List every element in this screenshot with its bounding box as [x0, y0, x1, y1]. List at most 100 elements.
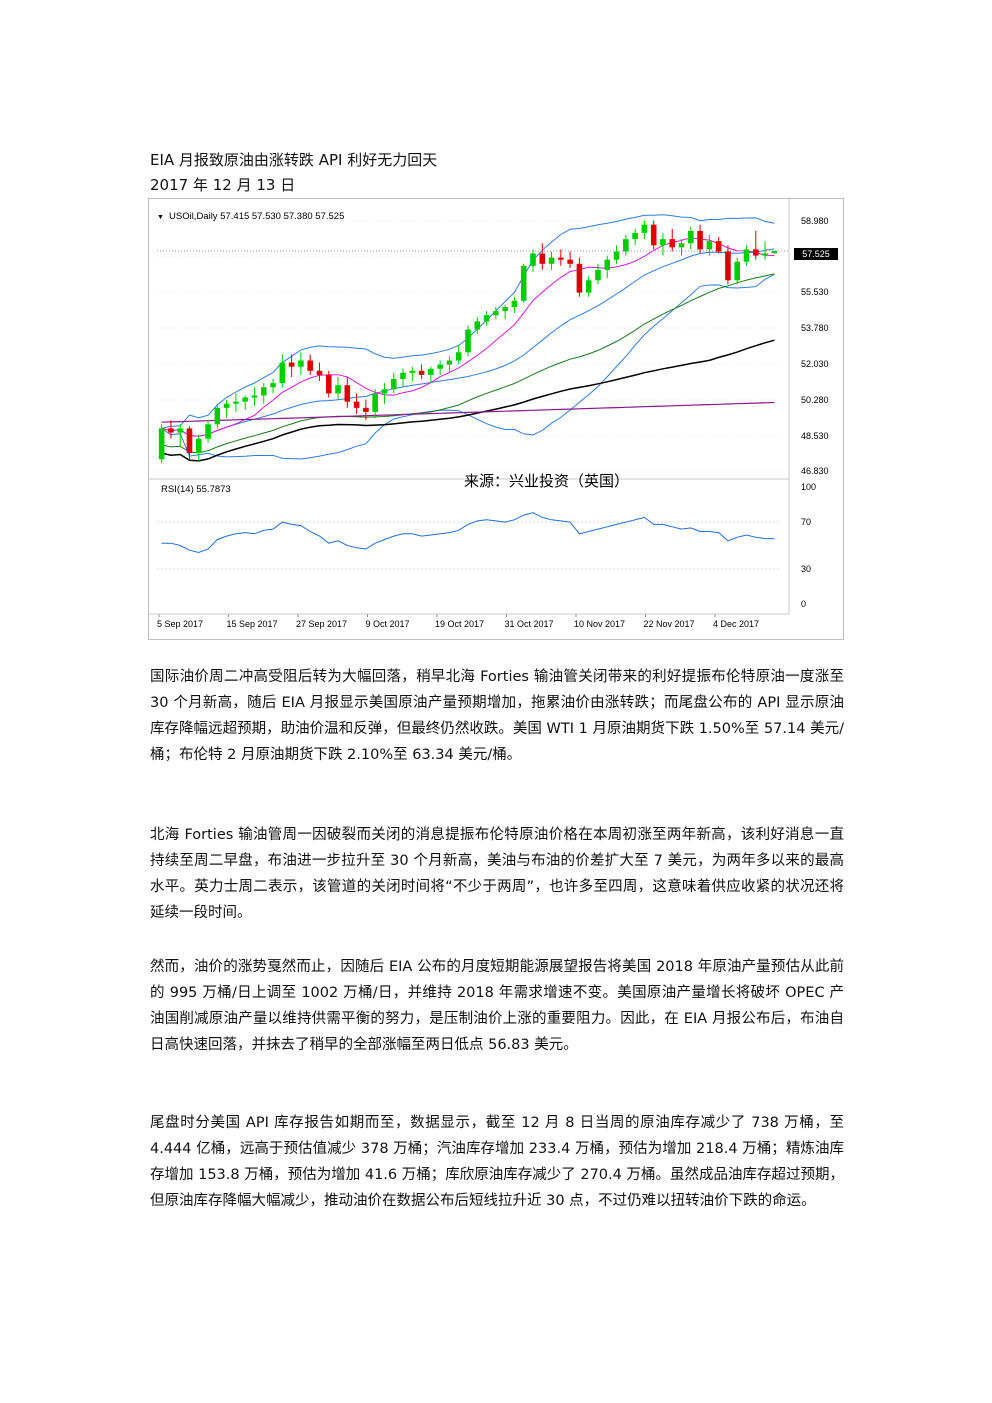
rsi-tick-label: 0 — [801, 599, 806, 609]
date-tick-label: 4 Dec 2017 — [713, 619, 759, 629]
candle-body — [734, 261, 741, 281]
rsi-line — [161, 512, 775, 554]
paragraph-4: 尾盘时分美国 API 库存报告如期而至，数据显示，截至 12 月 8 日当周的原… — [150, 1115, 844, 1209]
candle-body — [353, 401, 360, 408]
ma-long-line — [161, 401, 775, 423]
candle-body — [520, 265, 527, 301]
paragraph-3: 然而，油价的涨势戛然而止，因随后 EIA 公布的月度短期能源展望报告将美国 20… — [150, 959, 844, 1053]
candle-body — [753, 249, 759, 256]
candle-body — [706, 241, 713, 250]
paragraph-1: 国际油价周二冲高受阻后转为大幅回落，稍早北海 Forties 输油管关闭带来的利… — [150, 669, 844, 763]
price-tick-label: 52.030 — [801, 359, 829, 369]
candle-body — [567, 259, 573, 264]
candle-body — [270, 383, 276, 388]
candle-body — [428, 368, 434, 375]
source-note: 来源：兴业投资（英国） — [464, 472, 629, 490]
article-date: 2017 年 12 月 13 日 — [150, 176, 296, 194]
chart-svg: 58.98057.25055.53053.78052.03050.28048.5… — [149, 199, 843, 639]
candle-body — [316, 370, 323, 375]
candle-body — [214, 407, 221, 425]
candle-body — [409, 370, 416, 373]
bollinger-middle-line — [161, 248, 775, 437]
symbol-info: USOil,Daily 57.415 57.530 57.380 57.525 — [169, 211, 344, 222]
candle-body — [233, 401, 239, 404]
candle-body — [363, 407, 369, 412]
candle-body — [205, 424, 211, 439]
candle-body — [279, 362, 286, 384]
candle-body — [558, 257, 564, 260]
candle-body — [325, 374, 332, 394]
candle-body — [669, 239, 676, 248]
candle-body — [307, 360, 313, 371]
candle-body — [455, 352, 462, 361]
candle-body — [632, 232, 638, 240]
symbol-marker-icon: ▼ — [157, 214, 164, 221]
rsi-tick-label: 70 — [801, 517, 811, 527]
candle-body — [372, 393, 378, 412]
candle-body — [576, 263, 583, 293]
candle-body — [177, 428, 183, 433]
candle-body — [344, 385, 351, 402]
candle-body — [400, 372, 406, 380]
candle-body — [650, 224, 657, 246]
candle-body — [715, 241, 722, 252]
candle-body — [548, 257, 555, 264]
date-tick-label: 22 Nov 2017 — [644, 619, 695, 629]
candle-body — [288, 362, 295, 367]
current-price-badge-text: 57.525 — [802, 249, 830, 259]
candle-body — [298, 360, 304, 367]
candle-body — [446, 360, 453, 365]
candle-body — [688, 230, 694, 244]
candle-body — [623, 239, 629, 252]
candle-body — [725, 251, 731, 281]
candle-body — [242, 397, 248, 402]
candle-body — [697, 230, 703, 250]
candle-body — [260, 387, 267, 396]
ma-mid-line — [161, 273, 775, 454]
price-tick-label: 53.780 — [801, 323, 829, 333]
candle-body — [483, 315, 490, 322]
price-tick-label: 50.280 — [801, 395, 829, 405]
candle-body — [678, 243, 685, 248]
rsi-tick-label: 100 — [801, 482, 816, 492]
rsi-label: RSI(14) 55.7873 — [161, 484, 231, 495]
date-tick-label: 31 Oct 2017 — [505, 619, 554, 629]
date-tick-label: 9 Oct 2017 — [366, 619, 410, 629]
candle-body — [493, 311, 499, 316]
candle-body — [762, 253, 768, 256]
candle-body — [381, 389, 388, 394]
date-tick-label: 5 Sep 2017 — [157, 619, 203, 629]
candle-body — [530, 253, 536, 266]
candle-body — [251, 395, 258, 398]
candle-body — [474, 321, 481, 330]
candle-body — [595, 269, 601, 281]
candle-body — [743, 249, 750, 262]
date-tick-label: 19 Oct 2017 — [435, 619, 484, 629]
candle-body — [502, 307, 508, 312]
price-tick-label: 48.530 — [801, 431, 829, 441]
candle-body — [660, 239, 666, 246]
oil-price-chart: 58.98057.25055.53053.78052.03050.28048.5… — [148, 198, 844, 640]
price-tick-label: 55.530 — [801, 287, 829, 297]
current-price-badge — [794, 248, 838, 260]
candle-body — [195, 438, 202, 454]
candle-body — [511, 300, 518, 308]
candle-body — [641, 224, 648, 233]
candle-body — [465, 329, 471, 353]
candle-body — [604, 259, 611, 270]
candle-body — [158, 428, 165, 460]
candle-body — [418, 370, 425, 375]
candle-body — [585, 280, 592, 293]
price-tick-label: 46.830 — [801, 466, 829, 476]
candle-body — [186, 428, 193, 454]
candle-body — [335, 385, 341, 394]
date-tick-label: 10 Nov 2017 — [574, 619, 625, 629]
paragraph-2: 北海 Forties 输油管周一因破裂而关闭的消息提振布伦特原油价格在本周初涨至… — [150, 827, 844, 921]
candle-body — [168, 428, 174, 433]
article-title: EIA 月报致原油由涨转跌 API 利好无力回天 — [150, 151, 438, 169]
candle-body — [437, 364, 443, 369]
date-tick-label: 15 Sep 2017 — [227, 619, 278, 629]
ma-slow-line — [161, 339, 775, 462]
rsi-tick-label: 30 — [801, 564, 811, 574]
candle-body — [613, 251, 620, 260]
